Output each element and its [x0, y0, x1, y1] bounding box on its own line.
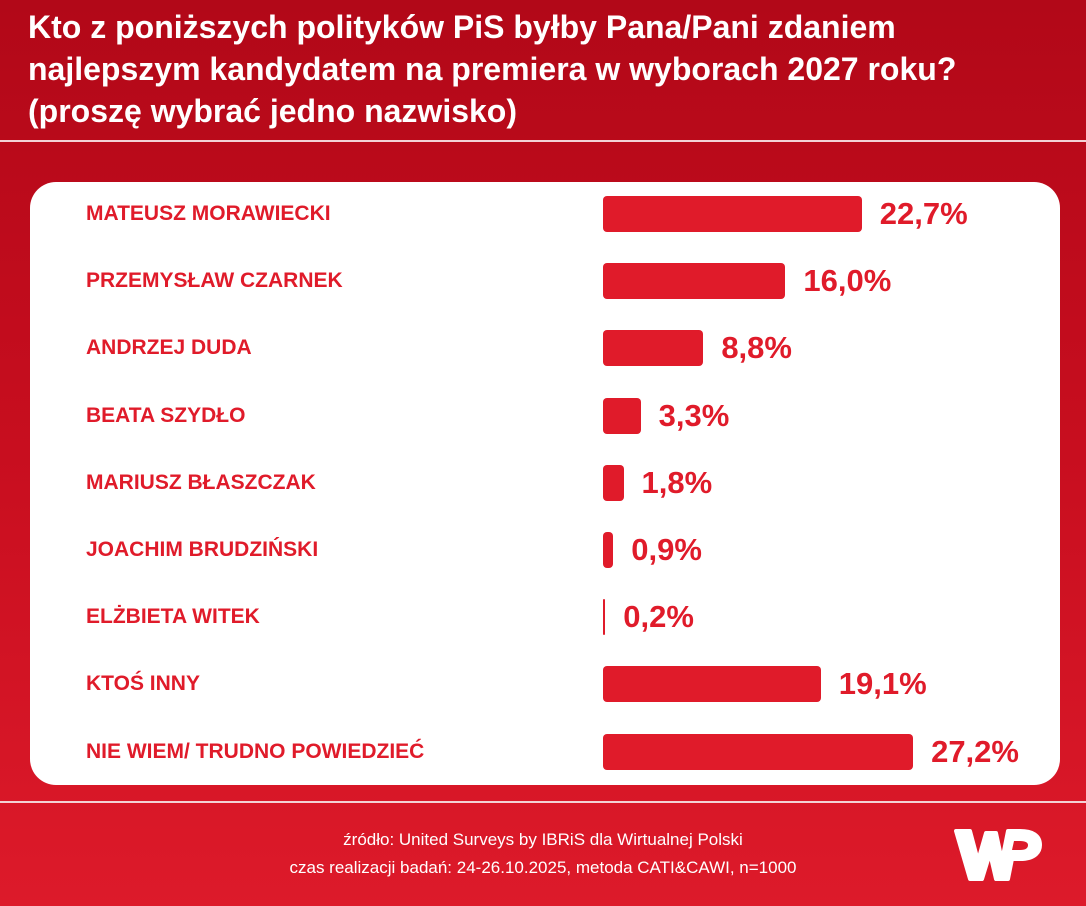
category-label: ANDRZEJ DUDA: [86, 336, 252, 360]
bar: [603, 196, 862, 232]
wp-logo-icon: [954, 829, 1042, 881]
bar: [603, 532, 614, 568]
data-label: 3,3%: [658, 397, 730, 433]
bar: [603, 330, 704, 367]
data-label: 0,2%: [623, 599, 694, 635]
category-label: KTOŚ INNY: [86, 672, 200, 696]
footer: źródło: United Surveys by IBRiS dla Wirt…: [0, 826, 1086, 882]
data-label: 1,8%: [641, 464, 713, 500]
bar: [603, 733, 914, 770]
data-label: 8,8%: [721, 330, 792, 366]
category-label: PRZEMYSŁAW CZARNEK: [86, 269, 343, 293]
data-label: 0,9%: [631, 532, 702, 567]
footer-divider: [0, 801, 1086, 803]
data-label: 27,2%: [931, 733, 1019, 769]
category-label: ELŻBIETA WITEK: [86, 605, 260, 629]
category-label: JOACHIM BRUDZIŃSKI: [86, 538, 319, 561]
category-label: NIE WIEM/ TRUDNO POWIEDZIEĆ: [86, 739, 425, 763]
category-label: MATEUSZ MORAWIECKI: [86, 202, 331, 225]
data-label: 16,0%: [803, 263, 892, 299]
category-label: BEATA SZYDŁO: [86, 403, 246, 427]
survey-details: czas realizacji badań: 24-26.10.2025, me…: [289, 858, 797, 877]
title-line: (proszę wybrać jedno nazwisko): [28, 93, 517, 129]
bar: [603, 666, 821, 703]
title-line: Kto z poniższych polityków PiS byłby Pan…: [28, 9, 896, 45]
chart-card: [30, 182, 1060, 785]
bar: [603, 599, 606, 636]
bar: [603, 263, 786, 300]
bar: [603, 464, 624, 501]
category-label: MARIUSZ BŁASZCZAK: [86, 470, 316, 494]
bar: [603, 397, 641, 434]
source-text: źródło: United Surveys by IBRiS dla Wirt…: [343, 830, 743, 849]
data-label: 19,1%: [838, 666, 927, 702]
title-line: najlepszym kandydatem na premiera w wybo…: [28, 51, 957, 87]
chart-title: Kto z poniższych polityków PiS byłby Pan…: [28, 6, 1068, 132]
data-label: 22,7%: [879, 196, 968, 231]
header-divider: [0, 140, 1086, 142]
